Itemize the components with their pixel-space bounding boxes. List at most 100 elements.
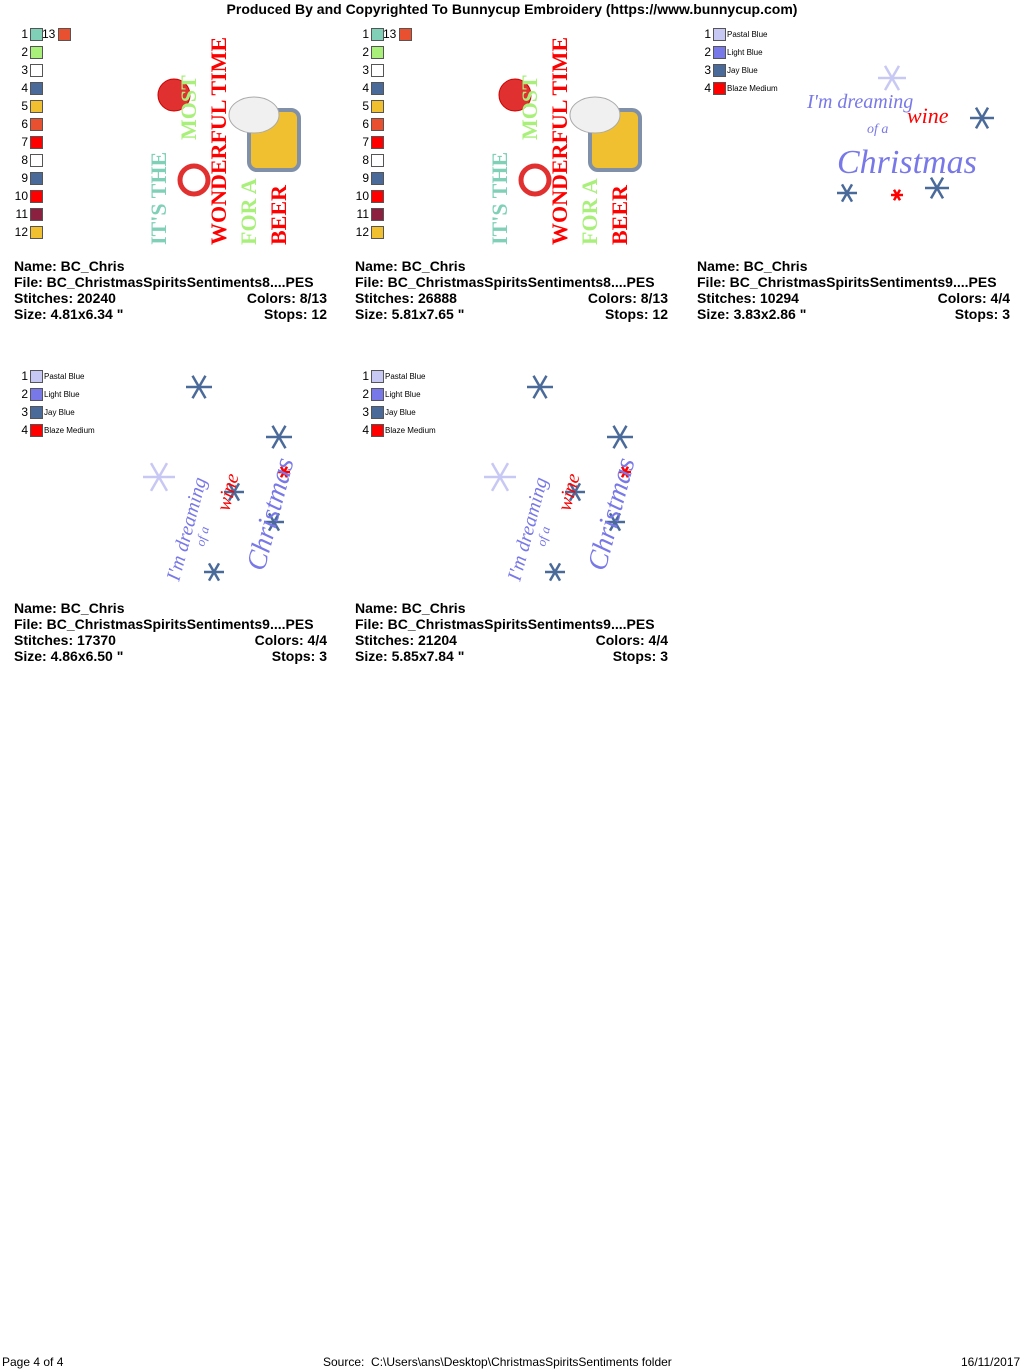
design-size: Size: 3.83x2.86 "	[697, 306, 807, 322]
design-colors: Colors: 4/4	[595, 632, 668, 648]
art-text: WONDERFUL TIME	[206, 37, 231, 245]
snowflake-arm	[613, 521, 622, 532]
snowflake-arm	[883, 65, 894, 79]
snowflake-arm	[573, 482, 582, 493]
snowflake-arm	[271, 425, 281, 438]
art-text: wine	[213, 471, 244, 513]
swatch-number: 7	[362, 135, 369, 149]
snowflake-arm	[980, 117, 990, 130]
design-file: File: BC_ChristmasSpiritsSentiments9....…	[355, 616, 655, 632]
snowflake-arm	[618, 425, 628, 438]
beer-foam	[569, 96, 621, 134]
swatch-number: 2	[704, 45, 711, 59]
design-stops: Stops: 3	[954, 306, 1010, 322]
snowflake-arm	[532, 386, 542, 399]
snowflake-arm	[498, 462, 510, 478]
snowflake-arm	[197, 386, 207, 399]
design-name: Name: BC_Chris	[14, 600, 125, 616]
swatch-color	[30, 136, 43, 149]
snowflake-arm	[157, 462, 169, 478]
swatch-color	[371, 370, 384, 383]
snowflake-arm	[608, 521, 617, 532]
snowflake-arm	[267, 512, 276, 523]
snowflake-arm	[840, 192, 849, 203]
swatch-number: 10	[355, 189, 369, 203]
swatch-color	[713, 46, 726, 59]
swatch-color	[30, 64, 43, 77]
peppermint	[518, 163, 552, 197]
design-size: Size: 5.81x7.65 "	[355, 306, 465, 322]
swatch-label: Light Blue	[727, 48, 763, 57]
header-title: Produced By and Copyrighted To Bunnycup …	[226, 1, 798, 17]
swatch-color	[30, 46, 43, 59]
snowflake-arm	[267, 521, 276, 532]
swatch-label: Light Blue	[385, 390, 421, 399]
swatch-color	[371, 154, 384, 167]
swatch-number: 3	[21, 63, 28, 77]
design-stops: Stops: 3	[271, 648, 327, 664]
swatch-color	[30, 82, 43, 95]
art-text: of a	[867, 122, 888, 137]
snowflake-arm	[197, 375, 207, 388]
swatch-color	[399, 28, 412, 41]
beer-foam	[228, 96, 280, 134]
art-text: Christmas	[241, 454, 301, 573]
snowflake-arm	[498, 476, 510, 492]
design-name: Name: BC_Chris	[355, 600, 466, 616]
snowflake-arm	[548, 571, 557, 582]
swatch-number: 1	[21, 369, 28, 383]
snowflake-arm	[845, 183, 854, 194]
snowflake-arm	[227, 482, 236, 493]
art-text: BEER	[266, 184, 291, 245]
swatch-color	[30, 172, 43, 185]
snowflake-arm	[553, 571, 562, 582]
swatch-color	[30, 388, 43, 401]
swatch-color	[30, 28, 43, 41]
snowflake-arm	[974, 106, 984, 119]
design-size: Size: 4.86x6.50 "	[14, 648, 124, 664]
snowflake-arm	[282, 466, 289, 473]
swatch-color	[371, 388, 384, 401]
swatch-color	[30, 118, 43, 131]
snowflake-arm	[227, 491, 236, 502]
swatch-number: 9	[362, 171, 369, 185]
swatch-number: 3	[362, 405, 369, 419]
swatch-color	[30, 208, 43, 221]
swatch-number: 8	[362, 153, 369, 167]
swatch-color	[713, 82, 726, 95]
swatch-number: 13	[383, 27, 397, 41]
snowflake-arm	[935, 187, 945, 200]
snowflake-arm	[840, 183, 849, 194]
swatch-label: Jay Blue	[385, 408, 416, 417]
ornament	[157, 78, 191, 112]
design-file: File: BC_ChristmasSpiritsSentiments9....…	[697, 274, 997, 290]
swatch-color	[371, 118, 384, 131]
snowflake-arm	[272, 521, 281, 532]
swatch-color	[30, 370, 43, 383]
design-stitches: Stitches: 10294	[697, 290, 799, 306]
snowflake-arm	[935, 176, 945, 189]
art-text: FOR A	[577, 178, 602, 245]
snowflake-arm	[890, 77, 901, 91]
snowflake-arm	[548, 562, 557, 573]
swatch-color	[371, 136, 384, 149]
swatch-label: Jay Blue	[44, 408, 75, 417]
swatch-color	[371, 100, 384, 113]
design-file: File: BC_ChristmasSpiritsSentiments8....…	[355, 274, 655, 290]
page-number: Page 4 of 4	[2, 1355, 64, 1369]
snowflake-arm	[212, 571, 221, 582]
design-artwork: I'm dreaming of a wine Christmas	[806, 65, 994, 203]
design-size: Size: 4.81x6.34 "	[14, 306, 124, 322]
swatch-number: 5	[362, 99, 369, 113]
design-stitches: Stitches: 20240	[14, 290, 116, 306]
date: 16/11/2017	[961, 1355, 1021, 1369]
design-colors: Colors: 4/4	[254, 632, 327, 648]
snowflake-arm	[277, 425, 287, 438]
swatch-number: 13	[42, 27, 56, 41]
snowflake-arm	[532, 375, 542, 388]
swatch-number: 1	[362, 369, 369, 383]
design-stitches: Stitches: 21204	[355, 632, 457, 648]
